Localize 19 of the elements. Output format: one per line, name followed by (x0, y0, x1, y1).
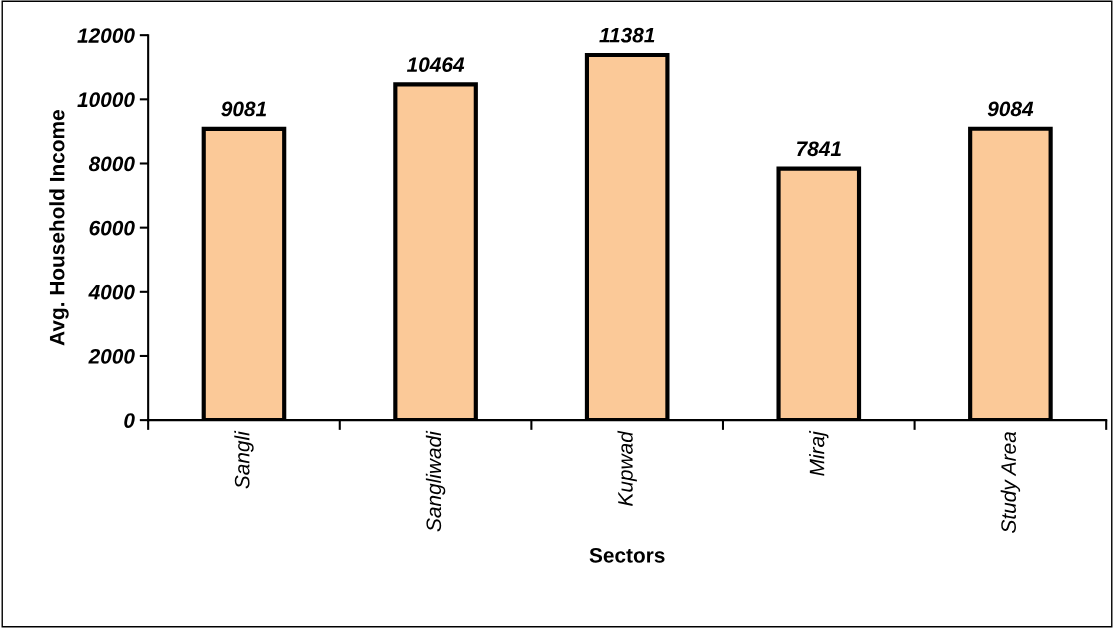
x-tick-label: Sangli (234, 430, 254, 489)
x-axis-title: Sectors (589, 547, 665, 563)
x-tick-label: Miraj (809, 430, 829, 476)
y-tick-label: 6000 (89, 220, 135, 236)
data-label: 9084 (987, 101, 1034, 117)
y-tick-label: 12000 (77, 28, 135, 43)
y-tick-label: 8000 (88, 156, 135, 172)
y-tick-label: 2000 (88, 348, 135, 364)
data-label: 10464 (406, 57, 465, 72)
y-tick-label: 10000 (77, 92, 135, 108)
y-axis-title: Avg. Household Income (49, 110, 69, 346)
y-tick-label: 0 (124, 413, 135, 428)
x-tick-label: Kupwad (617, 430, 637, 506)
y-tick-label: 4000 (88, 284, 135, 300)
data-label: 7841 (797, 141, 841, 157)
data-label: 9081 (221, 101, 267, 117)
x-tick-label: Sangliwadi (425, 430, 446, 532)
data-label: 11381 (599, 27, 655, 43)
x-tick-label: Study Area (1000, 431, 1021, 533)
